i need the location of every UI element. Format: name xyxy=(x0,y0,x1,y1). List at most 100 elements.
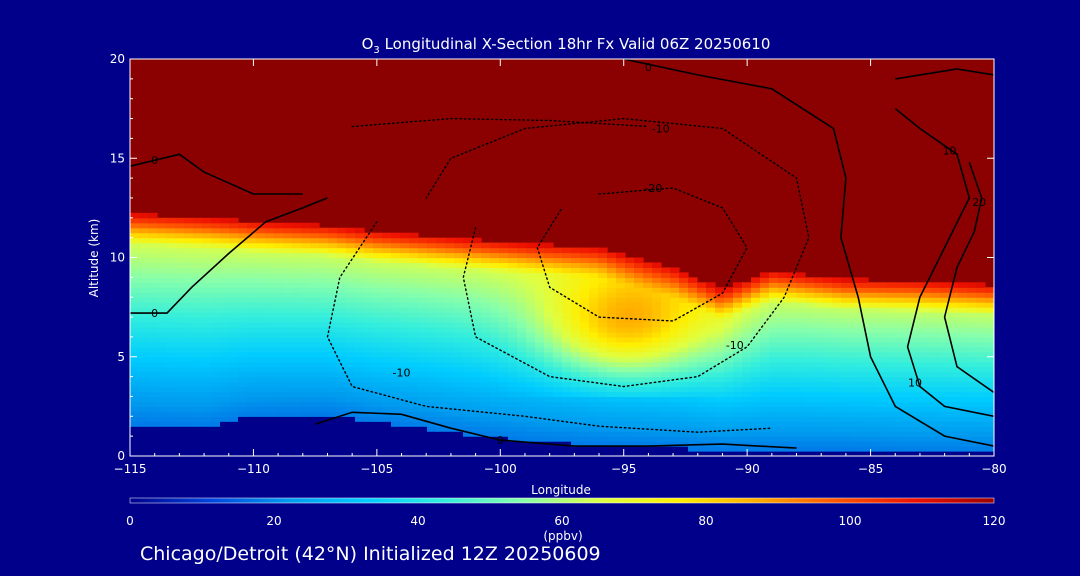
field-cell xyxy=(724,446,734,452)
field-cell xyxy=(607,361,617,368)
field-cell xyxy=(571,277,581,283)
field-cell xyxy=(904,312,914,318)
field-cell xyxy=(733,361,743,368)
field-cell xyxy=(400,376,410,383)
field-cell xyxy=(904,451,914,456)
field-cell xyxy=(949,436,959,442)
field-cell xyxy=(904,431,914,437)
field-cell xyxy=(265,277,275,283)
field-cell xyxy=(895,391,905,398)
field-cell xyxy=(625,386,635,393)
field-cell xyxy=(949,326,959,333)
field-cell xyxy=(490,441,500,447)
field-cell xyxy=(265,222,275,229)
field-cell xyxy=(382,421,392,427)
field-cell xyxy=(211,351,221,358)
field-cell xyxy=(976,426,986,432)
field-cell xyxy=(247,416,257,422)
field-cell xyxy=(310,222,320,229)
field-cell xyxy=(184,292,194,298)
field-cell xyxy=(598,307,608,313)
field-cell xyxy=(130,426,140,432)
field-cell xyxy=(463,421,473,427)
field-cell xyxy=(850,411,860,417)
field-cell xyxy=(598,351,608,358)
field-cell xyxy=(319,436,329,442)
field-cell xyxy=(454,441,464,447)
field-cell xyxy=(562,391,572,398)
field-cell xyxy=(580,406,590,412)
field-cell xyxy=(544,371,554,378)
field-cell xyxy=(490,287,500,293)
field-cell xyxy=(526,401,536,407)
field-cell xyxy=(580,252,590,259)
field-cell xyxy=(985,351,994,358)
field-cell xyxy=(400,252,410,259)
field-cell xyxy=(625,312,635,318)
field-cell xyxy=(274,257,284,264)
field-cell xyxy=(931,346,941,353)
field-cell xyxy=(670,421,680,427)
field-cell xyxy=(958,401,968,407)
field-cell xyxy=(517,317,527,323)
field-cell xyxy=(193,411,203,417)
field-cell xyxy=(427,341,437,348)
contour-line-10 xyxy=(895,68,994,80)
x-tick-label: −80 xyxy=(981,462,1006,476)
field-cell xyxy=(904,331,914,338)
field-cell xyxy=(967,446,977,452)
field-cell xyxy=(391,272,401,278)
field-cell xyxy=(751,411,761,417)
field-cell xyxy=(454,341,464,348)
field-cell xyxy=(499,406,509,412)
field-cell xyxy=(472,297,482,303)
field-cell xyxy=(274,446,284,452)
field-cell xyxy=(157,431,167,437)
field-cell xyxy=(481,396,491,403)
field-cell xyxy=(364,282,374,288)
field-cell xyxy=(265,381,275,388)
field-cell xyxy=(445,426,455,432)
field-cell xyxy=(643,307,653,313)
field-cell xyxy=(130,366,140,373)
field-cell xyxy=(319,267,329,273)
field-cell xyxy=(535,431,545,437)
field-cell xyxy=(283,272,293,278)
field-cell xyxy=(202,242,212,249)
field-cell xyxy=(715,356,725,363)
field-cell xyxy=(211,287,221,293)
field-cell xyxy=(418,416,428,422)
field-cell xyxy=(706,317,716,323)
field-cell xyxy=(301,317,311,323)
field-cell xyxy=(931,336,941,343)
field-cell xyxy=(247,272,257,278)
field-cell xyxy=(301,322,311,328)
field-cell xyxy=(184,282,194,288)
field-cell xyxy=(715,322,725,328)
field-cell xyxy=(661,426,671,432)
field-cell xyxy=(193,361,203,368)
field-cell xyxy=(895,451,905,456)
field-cell xyxy=(760,381,770,388)
field-cell xyxy=(508,326,518,333)
field-cell xyxy=(697,351,707,358)
field-cell xyxy=(310,257,320,264)
field-cell xyxy=(157,287,167,293)
plot-area xyxy=(130,59,994,456)
field-cell xyxy=(769,287,779,293)
field-cell xyxy=(157,426,167,432)
field-cell xyxy=(229,232,239,239)
field-cell xyxy=(211,267,221,273)
field-cell xyxy=(742,406,752,412)
field-cell xyxy=(202,322,212,328)
field-cell xyxy=(769,376,779,383)
field-cell xyxy=(832,391,842,398)
field-cell xyxy=(328,411,338,417)
field-cell xyxy=(157,381,167,388)
field-cell xyxy=(895,401,905,407)
field-cell xyxy=(490,361,500,368)
field-cell xyxy=(733,292,743,298)
field-cell xyxy=(841,307,851,313)
field-cell xyxy=(193,341,203,348)
field-cell xyxy=(454,262,464,269)
